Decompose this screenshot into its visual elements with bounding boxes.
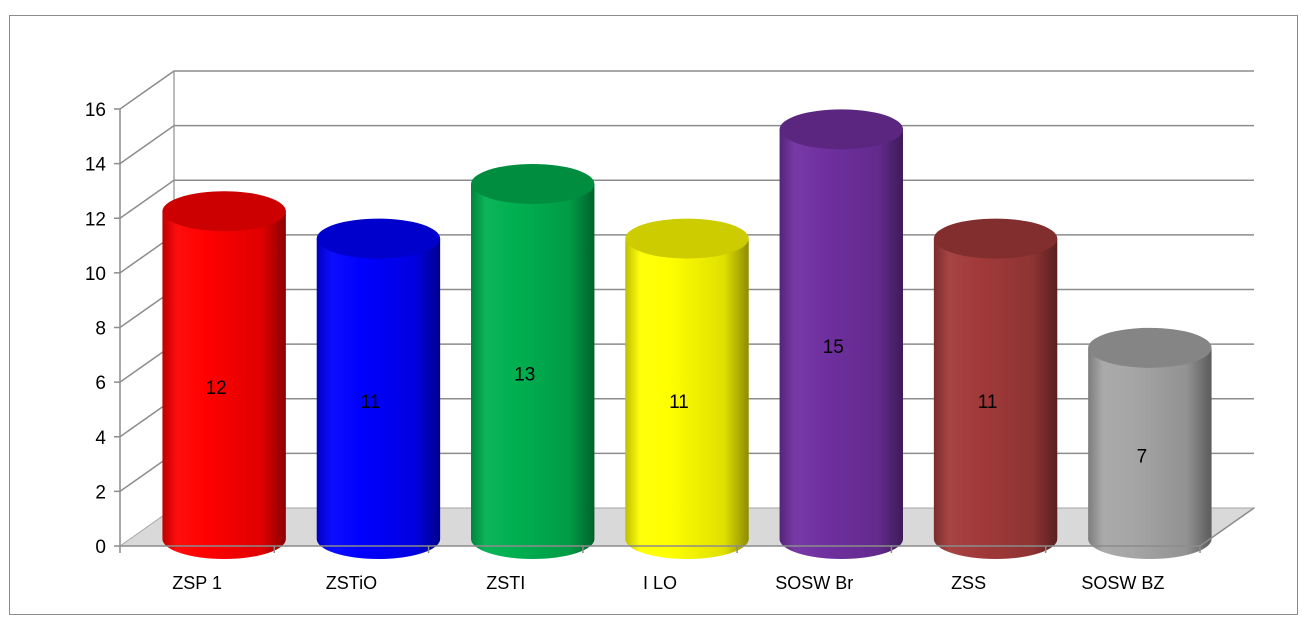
x-axis: ZSP 1 ZSTiO ZSTI I LO SOSW Br ZSS SOSW BZ bbox=[119, 507, 1255, 593]
gridline bbox=[119, 179, 1254, 219]
y-tick-label: 8 bbox=[95, 319, 106, 340]
bar-body bbox=[316, 238, 441, 559]
x-tick-label: ZSS bbox=[951, 573, 986, 593]
data-label: 11 bbox=[361, 392, 381, 413]
gridline bbox=[119, 70, 1254, 110]
bar-zsti bbox=[471, 163, 595, 559]
data-label: 15 bbox=[823, 337, 844, 358]
bar-sosw-bz bbox=[1088, 327, 1212, 559]
bar-top bbox=[1088, 327, 1212, 368]
bar-body bbox=[1088, 347, 1212, 559]
x-tick-label: ZSTI bbox=[486, 573, 525, 593]
y-tick-label: 2 bbox=[95, 482, 106, 503]
x-tick-label: ZSTiO bbox=[326, 573, 377, 593]
y-tick-label: 10 bbox=[85, 264, 106, 285]
floor-right-edge bbox=[1199, 507, 1255, 547]
bar-body bbox=[162, 211, 286, 559]
bar-top bbox=[316, 218, 441, 259]
y-tick-label: 0 bbox=[95, 537, 106, 558]
bar-body bbox=[933, 238, 1058, 559]
bar-top bbox=[162, 191, 286, 232]
bar-body bbox=[625, 238, 749, 559]
bar-sosw-br bbox=[779, 109, 903, 559]
x-tick-label: SOSW Br bbox=[775, 573, 853, 593]
data-label: 11 bbox=[978, 392, 998, 413]
data-labels: 12 11 13 11 15 11 7 bbox=[206, 337, 1148, 467]
y-tick-label: 6 bbox=[95, 373, 106, 394]
bar-top bbox=[933, 218, 1058, 259]
y-tick-label: 16 bbox=[85, 100, 106, 121]
bar-body bbox=[471, 183, 595, 559]
bar-top bbox=[625, 218, 749, 259]
bar-zstio bbox=[316, 218, 441, 559]
y-tick-label: 4 bbox=[95, 428, 106, 449]
bar-zsp-1 bbox=[162, 191, 286, 559]
data-label: 11 bbox=[669, 392, 689, 413]
bar-top bbox=[471, 163, 595, 204]
y-tick-label: 14 bbox=[85, 155, 107, 176]
gridline bbox=[119, 124, 1254, 165]
y-axis: 0 2 4 6 8 10 12 14 16 bbox=[85, 100, 120, 558]
bars bbox=[162, 109, 1212, 559]
x-tick-label: SOSW BZ bbox=[1081, 573, 1164, 593]
bar-body bbox=[779, 129, 903, 559]
bar-zss bbox=[933, 218, 1058, 559]
data-label: 13 bbox=[514, 364, 535, 385]
bar-top bbox=[779, 109, 903, 150]
bar-i-lo bbox=[625, 218, 749, 559]
data-label: 7 bbox=[1137, 446, 1148, 467]
data-label: 12 bbox=[206, 378, 227, 399]
x-tick-label: I LO bbox=[643, 573, 677, 593]
x-tick-label: ZSP 1 bbox=[172, 573, 222, 593]
y-tick-label: 12 bbox=[85, 209, 106, 230]
